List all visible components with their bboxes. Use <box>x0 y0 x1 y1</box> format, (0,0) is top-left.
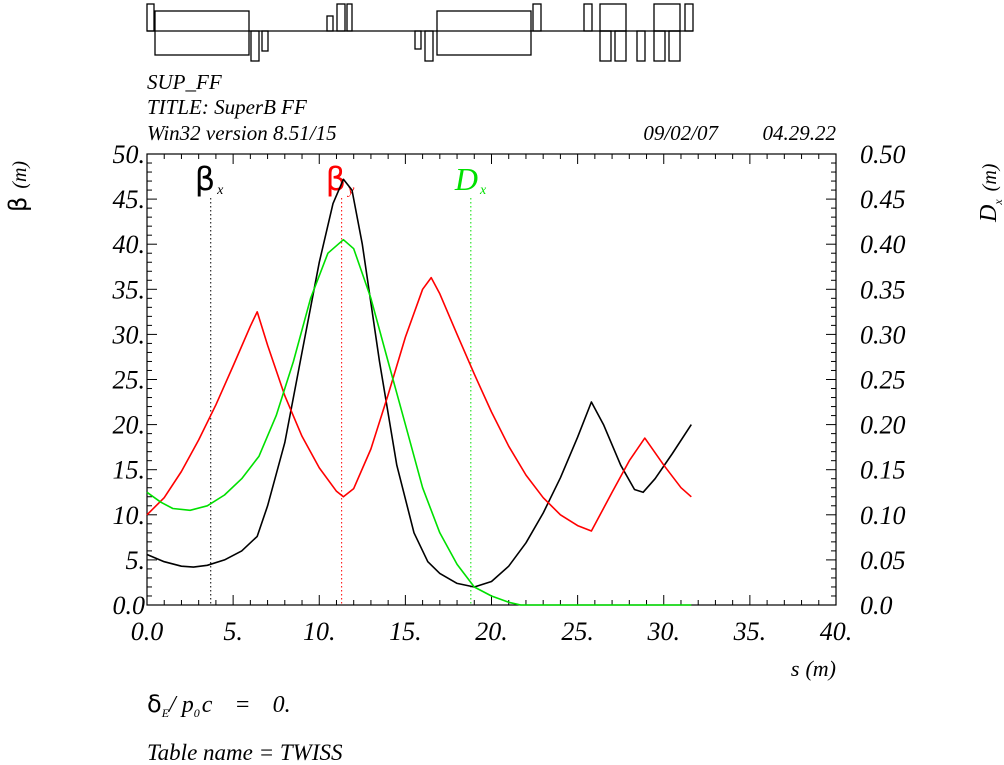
y2-tick-label: 0.50 <box>860 140 906 169</box>
x-tick-label: 20. <box>475 617 508 646</box>
lattice-quad-down-5 <box>599 30 612 62</box>
x-tick-label: 35. <box>733 617 767 646</box>
lattice-quad-up-3 <box>336 3 346 32</box>
delta-rest: / p <box>167 692 194 718</box>
p0-sub: 0 <box>194 706 200 720</box>
lattice-quad-up-7 <box>599 3 627 32</box>
delta-sub: E <box>161 706 170 720</box>
y2-tick-label: 0.35 <box>860 275 906 304</box>
x-tick-label: 0.0 <box>131 617 164 646</box>
y2-tick-label: 0.05 <box>860 546 906 575</box>
delta-symbol: δ <box>147 690 162 718</box>
x-axis-s: s <box>791 656 800 681</box>
lattice-quad-down-9 <box>668 30 681 62</box>
lattice-quad-up-1 <box>146 3 155 32</box>
lattice-quad-down-7 <box>636 30 646 62</box>
y2-tick-label: 0.40 <box>860 230 906 259</box>
y-tick-label: 30. <box>112 320 146 349</box>
plot-frame <box>146 153 837 606</box>
y-tick-label: 20. <box>113 411 146 440</box>
y2-tick-label: 0.20 <box>860 411 906 440</box>
y-axis-unit: (m) <box>9 161 31 189</box>
lattice-bend-2 <box>436 10 532 56</box>
series-group <box>146 178 692 606</box>
y2-axis-unit: (m) <box>979 163 1001 191</box>
y-tick-label: 50. <box>113 140 146 169</box>
lattice-quad-up-6 <box>583 3 593 32</box>
y2-axis-d: D <box>976 205 1002 223</box>
version-label: Win32 version 8.51/15 <box>147 121 337 145</box>
x-tick-label: 25. <box>561 617 594 646</box>
lattice-quad-up-8 <box>653 3 681 32</box>
series-line-betx <box>146 178 692 588</box>
y2-tick-label: 0.10 <box>860 501 906 530</box>
y2-axis-sub: x <box>991 199 1004 206</box>
time-label: 04.29.22 <box>763 121 837 145</box>
x-axis-title: s (m) <box>791 656 836 681</box>
table-name: Table name = TWISS <box>147 740 343 765</box>
y2-tick-label: 0.30 <box>860 320 906 349</box>
lattice-quad-down-8 <box>653 30 666 62</box>
plot-title: TITLE: SuperB FF <box>147 95 307 119</box>
series-line-bety <box>146 276 692 532</box>
y2-axis-title: Dx (m) <box>976 163 1004 223</box>
lattice-quad-down-4 <box>424 30 434 62</box>
date-label: 09/02/07 <box>643 121 719 145</box>
y2-tick-label: 0.0 <box>860 591 893 620</box>
lattice-quad-down-6 <box>614 30 627 62</box>
y-tick-label: 10. <box>113 501 146 530</box>
y-tick-label: 25. <box>113 366 146 395</box>
y2-tick-label: 0.25 <box>860 366 906 395</box>
delta-line: δE/ p0c = 0. <box>147 690 291 720</box>
lattice-quad-down-3 <box>414 30 422 50</box>
tick-group: 0.0 5. 10. 15. 20. 25. 30. 35. 40.0.0 0.05. 0.0510… <box>112 140 906 646</box>
x-tick-label: 10. <box>303 617 336 646</box>
y2-tick-label: 0.15 <box>860 456 906 485</box>
y-axis-title: β (m) <box>4 161 32 212</box>
file-name: SUP_FF <box>147 70 222 94</box>
x-axis-unit: (m) <box>805 656 836 681</box>
equals-sign: = <box>234 692 250 718</box>
y-tick-label: 45. <box>113 185 146 214</box>
delta-value: 0. <box>273 692 291 718</box>
x-tick-label: 30. <box>647 617 681 646</box>
y-tick-label: 35. <box>112 275 146 304</box>
lattice-quad-down-1 <box>250 30 260 62</box>
y-tick-label: 15. <box>113 456 146 485</box>
lattice-quad-up-4 <box>346 3 353 32</box>
x-tick-label: 15. <box>389 617 422 646</box>
y-axis-beta: β <box>4 197 32 212</box>
x-tick-label: 5. <box>223 617 243 646</box>
y-tick-label: 5. <box>126 546 146 575</box>
series-line-dx <box>146 238 692 606</box>
y-tick-label: 40. <box>113 230 146 259</box>
y-tick-label: 0.0 <box>113 591 146 620</box>
lattice-quad-up-2 <box>326 15 334 32</box>
lattice-quad-up-9 <box>684 3 694 32</box>
lattice-quad-down-2 <box>261 30 269 52</box>
lattice-quad-up-5 <box>532 3 542 32</box>
lattice-bend-1 <box>154 10 250 56</box>
c-symbol: c <box>202 692 213 718</box>
x-tick-label: 40. <box>820 617 853 646</box>
lattice-element-diagram <box>146 3 694 62</box>
y2-tick-label: 0.45 <box>860 185 906 214</box>
